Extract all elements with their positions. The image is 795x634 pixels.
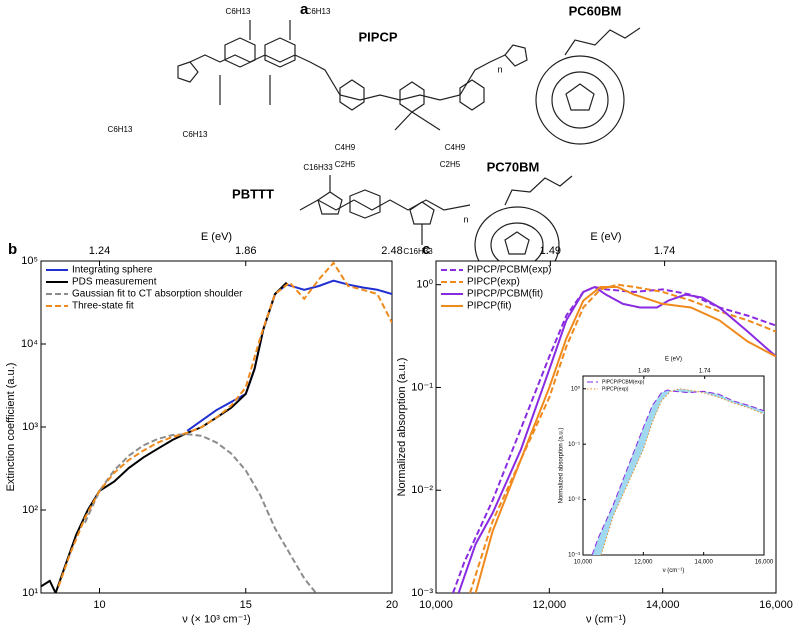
y-tick-label: 10¹ [22,587,38,599]
x-tick-label: 16,000 [755,560,774,566]
structure-label: C6H13 [306,7,331,16]
chart: 10¹ 10² 10³ 10⁴ 10⁵ 10 15 20 1.24 1.86 2.48 ν (× 10… [5,231,403,625]
structure-label: C2H5 [440,160,461,169]
y-axis-title: Extinction coefficient (a.u.) [5,363,17,492]
structure-label: C16H33 [303,163,333,172]
panel-label: b [8,241,17,258]
y-tick-label: 10⁻³ [568,553,580,559]
x-tick-label: 16,000 [759,599,793,611]
legend-label: PDS measurement [72,277,157,288]
legend-label: PIPCP(exp) [467,277,520,288]
shaded-region [592,388,764,555]
legend-label: Three-state fit [72,301,134,312]
x2-tick-label: 1.74 [699,369,711,375]
series-line [452,285,776,593]
y-tick-label: 10⁵ [21,255,38,267]
legend-label: PIPCP(exp) [602,386,629,392]
structure-label: PC70BM [487,159,540,174]
y-tick-label: 10⁻¹ [411,381,433,393]
structure-label: n [463,214,468,224]
plot-area [582,375,765,556]
y-tick-label: 10⁰ [571,385,581,392]
structure-label: PIPCP [358,29,397,44]
structure-label: PBTTT [232,186,274,201]
structure-label: n [497,64,502,74]
series-line [600,388,764,555]
series-line [591,389,764,555]
panel-label: c [422,241,430,258]
structure-label: C2H5 [335,160,356,169]
x-tick-label: 15 [240,599,252,611]
x-tick-label: 14,000 [694,560,713,566]
legend-label: PIPCP/PCBM(exp) [467,265,551,276]
y-axis-title: Normalized absorption (a.u.) [396,358,408,497]
x2-tick-label: 1.24 [89,245,110,257]
x-tick-label: 14,000 [646,599,680,611]
pc60bm-structure [535,27,641,145]
series-line [474,285,776,593]
structure-label: C4H9 [445,143,466,152]
y-tick-label: 10⁴ [21,338,38,350]
series-line [83,433,317,593]
x2-axis-title: E (eV) [201,231,232,243]
x-tick-label: 10 [93,599,105,611]
y-tick-label: 10³ [22,421,38,433]
x-axis-title: ν (cm⁻¹) [663,568,685,574]
structure-label: PC60BM [569,3,622,18]
y-tick-label: 10⁻³ [411,587,433,599]
legend-label: PIPCP/PCBM(exp) [602,379,645,385]
y-tick-label: 10⁻² [411,484,433,496]
x2-tick-label: 1.74 [654,245,675,257]
panel-label: a [300,1,309,18]
y-tick-label: 10⁰ [416,279,433,291]
y-axis-title: Normalized absorption (a.u.) [559,428,565,504]
chart: 10⁻³ 10⁻² 10⁻¹ 10⁰ 10,000 12,000 14,000 16,000 1… [559,357,774,574]
series-line [457,285,776,593]
plot-area [40,260,393,594]
x2-tick-label: 1.86 [235,245,256,257]
x2-tick-label: 1.49 [638,369,650,375]
structure-label: C6H13 [183,130,208,139]
structure-label: C4H9 [335,143,356,152]
y-tick-label: 10⁻¹ [568,442,580,448]
structure-label: C6H13 [108,125,133,134]
series-line [57,261,392,587]
x2-tick-label: 1.49 [540,245,561,257]
y-tick-label: 10⁻² [568,497,580,503]
x-axis-title: ν (× 10³ cm⁻¹) [182,613,250,625]
structure-label: C16H33 [403,247,433,256]
x-tick-label: 12,000 [533,599,567,611]
y-tick-label: 10² [22,504,38,516]
x-tick-label: 10,000 [419,599,453,611]
structure-label: C6H13 [226,7,251,16]
legend-label: Gaussian fit to CT absorption shoulder [72,289,243,300]
legend-label: PIPCP/PCBM(fit) [467,289,543,300]
x-tick-label: 20 [386,599,398,611]
pipcp-structure [177,20,528,131]
pbttt-structure [299,175,471,245]
legend-label: PIPCP(fit) [467,301,511,312]
x-tick-label: 10,000 [574,560,593,566]
x2-axis-title: E (eV) [590,231,621,243]
legend-label: Integrating sphere [72,265,153,276]
x-axis-title: ν (cm⁻¹) [586,613,626,625]
x-tick-label: 12,000 [634,560,653,566]
x2-tick-label: 2.48 [381,245,402,257]
x2-axis-title: E (eV) [665,357,682,363]
